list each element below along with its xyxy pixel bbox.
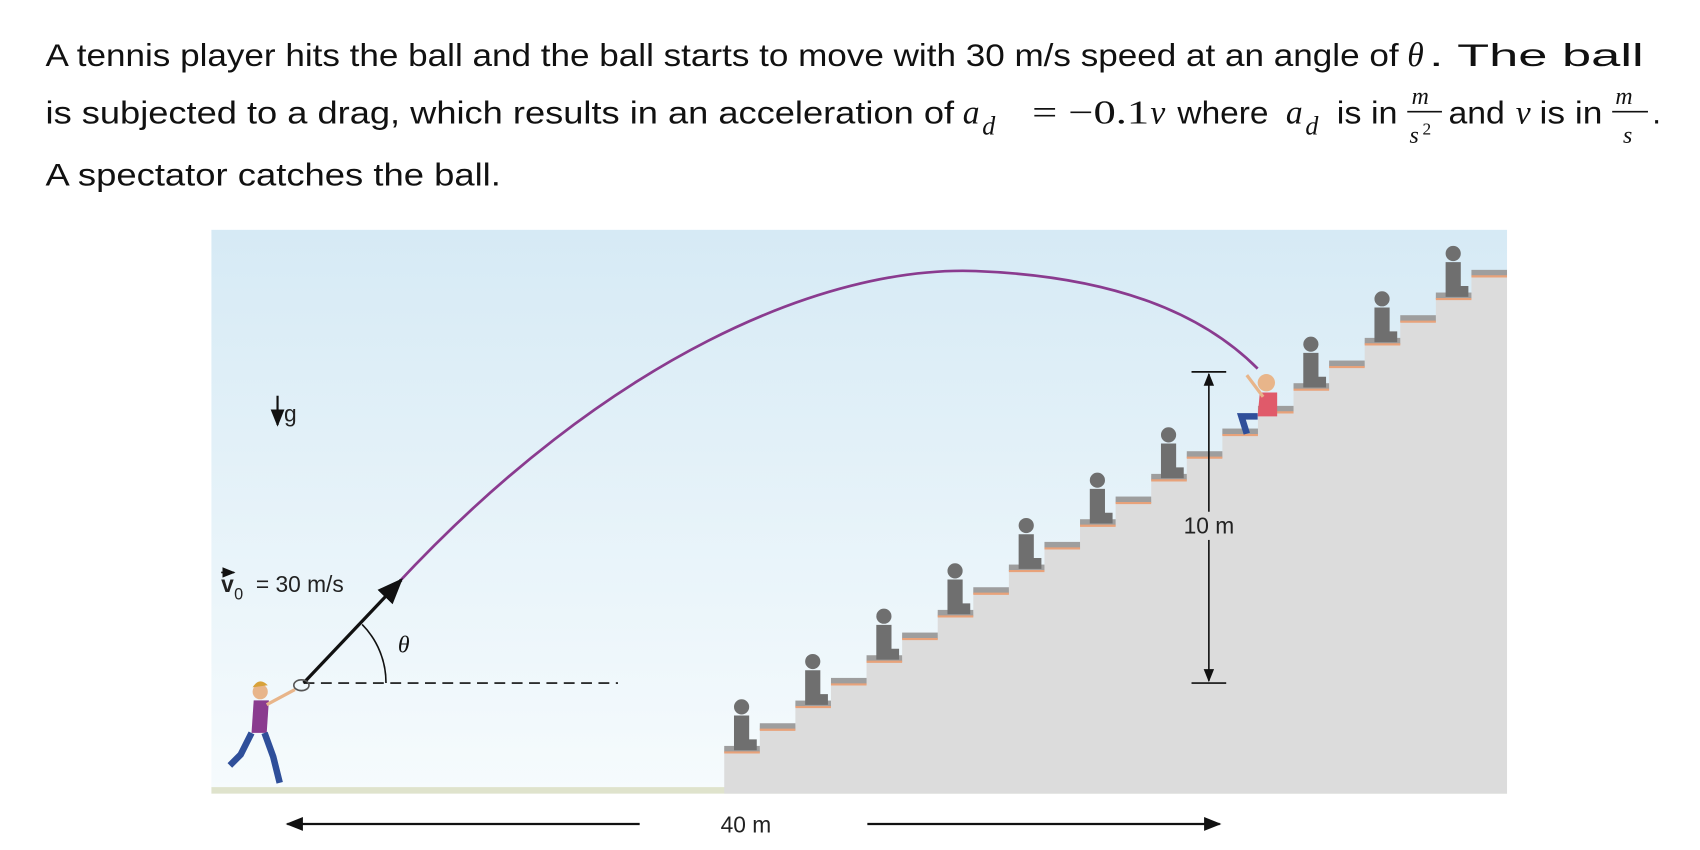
spectator-body [1018, 534, 1042, 569]
velocity-arrow [302, 578, 403, 685]
math-symbol: a [1286, 95, 1303, 132]
math-symbol: v [1516, 95, 1531, 132]
spectator-head [1018, 517, 1034, 534]
step-riser [1044, 541, 1081, 549]
angle-label: θ [398, 633, 410, 659]
spectator [876, 608, 900, 660]
angle-arc [361, 623, 387, 684]
problem-text: . [1652, 96, 1661, 131]
tennis-player [227, 678, 310, 784]
spectator-body [1445, 262, 1469, 297]
spectator-head [1160, 427, 1177, 443]
spectator-body [1160, 443, 1184, 479]
spectator [1089, 472, 1113, 524]
problem-text: A spectator catches the ball. [46, 157, 501, 192]
problem-text: is subjected to a drag, which results in… [46, 96, 955, 131]
step-riser [1329, 360, 1365, 368]
spectator-body [805, 670, 828, 705]
spectator-body [1303, 352, 1327, 388]
spectator [1160, 427, 1184, 479]
spectator-body [1374, 307, 1398, 343]
spectator [1445, 245, 1469, 297]
problem-text: where [1176, 96, 1268, 131]
catching-spectator [1236, 374, 1278, 435]
crowd [733, 245, 1469, 751]
problem-text: and [1448, 96, 1504, 131]
distance-label: 40 m [721, 812, 772, 838]
spectator [1018, 517, 1042, 569]
label-background [1177, 511, 1241, 540]
step-riser [1471, 269, 1508, 277]
math-symbol: θ [1407, 37, 1424, 74]
problem-text: . The ball [1429, 38, 1644, 73]
problem-text: is in [1540, 96, 1603, 131]
step-riser [759, 723, 796, 730]
math-subscript: d [982, 111, 996, 140]
spectator-head [1374, 291, 1390, 307]
spectator-head [876, 608, 892, 624]
spectator-head [1089, 472, 1105, 488]
spectator-head [805, 653, 821, 670]
height-label: 10 m [1184, 512, 1235, 538]
spectator-body [733, 715, 757, 751]
step-riser [1400, 315, 1436, 322]
gravity-label: g [284, 401, 297, 427]
spectator [1374, 291, 1398, 343]
figure: θ g v 0 = 30 m/s 10 m [211, 229, 1508, 838]
fraction-denominator: s [1409, 123, 1418, 149]
math-equation: = −0.1 [1032, 95, 1149, 132]
step-riser [973, 587, 1009, 594]
fraction-denominator: s [1623, 123, 1632, 149]
step-riser [830, 677, 867, 685]
velocity-symbol: v [221, 571, 234, 597]
problem-text: is in [1337, 96, 1398, 131]
step-riser [902, 632, 938, 640]
spectator-body [947, 579, 971, 615]
spectator-head [1303, 336, 1319, 352]
problem-text: A tennis player hits the ball and the ba… [46, 38, 1399, 73]
math-subscript: d [1305, 111, 1319, 140]
spectator-body [1089, 488, 1113, 524]
fraction-numerator: m [1615, 84, 1632, 110]
trajectory [394, 269, 1259, 587]
velocity-subscript: 0 [234, 586, 243, 604]
fraction-exponent: 2 [1422, 119, 1431, 138]
step-riser [1222, 428, 1258, 436]
fraction-numerator: m [1412, 84, 1429, 110]
spectator-head [1445, 245, 1461, 262]
spectator [947, 563, 971, 615]
spectator-head [733, 699, 750, 715]
spectator [1303, 336, 1327, 388]
math-symbol: v [1150, 95, 1165, 132]
spectator-body [876, 624, 900, 660]
spectator-head [947, 563, 963, 579]
math-symbol: a [963, 95, 980, 132]
spectator [733, 699, 757, 751]
spectator [805, 653, 828, 705]
velocity-label: = 30 m/s [256, 571, 344, 597]
step-riser [1115, 496, 1152, 504]
